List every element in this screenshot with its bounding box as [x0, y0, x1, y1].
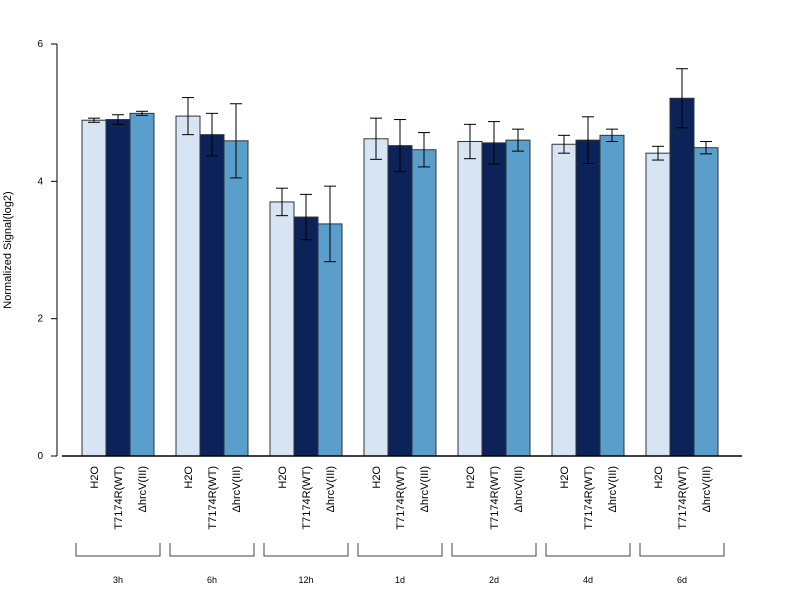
category-label: ΔhrcV(III): [137, 466, 149, 512]
bar: [81, 119, 107, 457]
bar: [269, 201, 295, 457]
group-bracket: [357, 543, 443, 557]
bar: [387, 145, 413, 457]
category-label: T7174R(WT): [207, 466, 219, 530]
group-label: 4d: [583, 575, 593, 585]
group-bracket: [169, 543, 255, 557]
group-bracket: [451, 543, 537, 557]
bar: [575, 139, 601, 457]
y-tick-label: 4: [37, 176, 43, 187]
y-axis: 0 2 4 6: [37, 39, 58, 462]
group-bracket: [545, 543, 631, 557]
bar: [457, 141, 483, 457]
category-label: T7174R(WT): [677, 466, 689, 530]
bar: [293, 216, 319, 457]
y-tick-label: 6: [37, 39, 43, 50]
category-label: ΔhrcV(III): [419, 466, 431, 512]
group-label: 6h: [207, 575, 217, 585]
group-label: 3h: [113, 575, 123, 585]
bar: [129, 112, 155, 457]
bar: [481, 142, 507, 457]
category-label: T7174R(WT): [489, 466, 501, 530]
category-label: ΔhrcV(III): [325, 466, 337, 512]
category-label: T7174R(WT): [395, 466, 407, 530]
group-label: 2d: [489, 575, 499, 585]
group-label: 1d: [395, 575, 405, 585]
category-label: ΔhrcV(III): [513, 466, 525, 512]
bar: [105, 119, 131, 457]
category-label: T7174R(WT): [583, 466, 595, 530]
group-bracket: [75, 543, 161, 557]
category-labels: H2O T7174R(WT) ΔhrcV(III) H2O T7174R(WT) Δhrc…: [89, 466, 713, 530]
category-label: T7174R(WT): [113, 466, 125, 530]
bar: [199, 134, 225, 457]
bar: [505, 139, 531, 457]
category-label: H2O: [89, 466, 101, 489]
bar: [669, 97, 695, 457]
bar: [317, 223, 343, 457]
bar: [411, 149, 437, 457]
bars: [81, 97, 719, 457]
group-brackets: 3h 6h 12h 1d 2d 4d 6d: [75, 543, 725, 585]
y-tick-label: 2: [37, 314, 43, 325]
category-label: H2O: [277, 466, 289, 489]
bar: [599, 134, 625, 457]
category-label: H2O: [183, 466, 195, 489]
category-label: H2O: [559, 466, 571, 489]
group-label: 12h: [298, 575, 313, 585]
category-label: T7174R(WT): [301, 466, 313, 530]
y-tick-label: 0: [37, 451, 43, 462]
category-label: ΔhrcV(III): [701, 466, 713, 512]
bar: [551, 143, 577, 457]
bar: [693, 147, 719, 457]
bar: [645, 152, 671, 457]
error-bars: [88, 68, 712, 263]
bar: [175, 115, 201, 457]
group-label: 6d: [677, 575, 687, 585]
group-bracket: [639, 543, 725, 557]
category-label: ΔhrcV(III): [607, 466, 619, 512]
y-axis-label: Normalized Signal(log2): [2, 191, 14, 308]
category-label: H2O: [465, 466, 477, 489]
category-label: H2O: [371, 466, 383, 489]
bar: [223, 140, 249, 457]
category-label: H2O: [653, 466, 665, 489]
group-bracket: [263, 543, 349, 557]
bar: [363, 138, 389, 457]
category-label: ΔhrcV(III): [231, 466, 243, 512]
